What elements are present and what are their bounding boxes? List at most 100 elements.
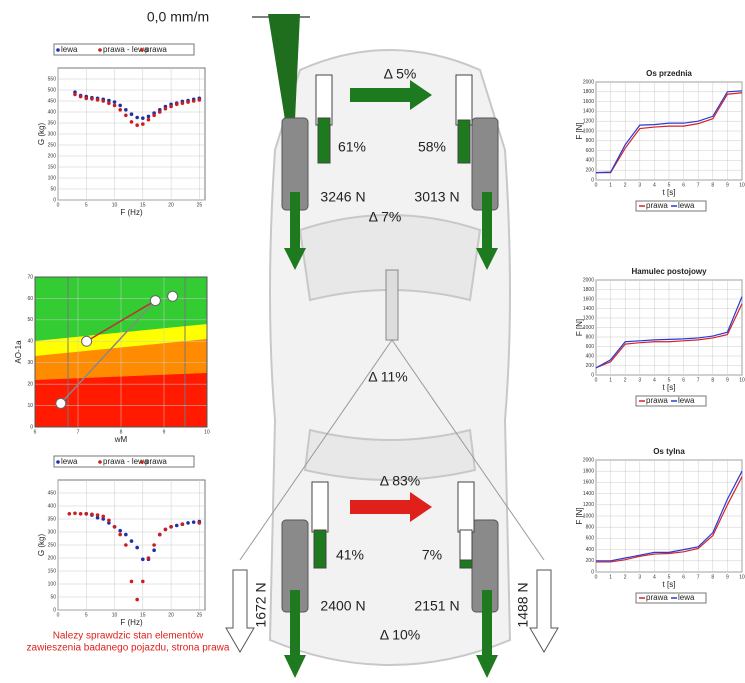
y-tick-label: 150 bbox=[48, 568, 57, 574]
delta-label: Δ 7% bbox=[369, 209, 402, 225]
x-tick-label: 5 bbox=[85, 202, 88, 208]
x-tick-label: 6 bbox=[682, 182, 685, 188]
legend-swatch bbox=[56, 48, 60, 52]
x-tick-label: 10 bbox=[204, 429, 210, 435]
data-point bbox=[147, 556, 151, 560]
legend-swatch bbox=[98, 48, 102, 52]
data-point bbox=[158, 110, 162, 114]
data-point bbox=[113, 100, 117, 104]
x-tick-label: 1 bbox=[609, 574, 612, 580]
legend-label: prawa bbox=[145, 457, 167, 466]
y-tick-label: 1600 bbox=[583, 296, 594, 302]
legend-label: lewa bbox=[61, 45, 78, 54]
delta-label: Δ 11% bbox=[368, 369, 407, 385]
y-tick-label: 1200 bbox=[583, 315, 594, 321]
warning: Nalezy sprawdzic stan elementów bbox=[53, 631, 204, 642]
x-tick-label: 8 bbox=[711, 574, 714, 580]
data-point bbox=[79, 512, 83, 516]
x-tick-label: 9 bbox=[726, 377, 729, 383]
y-tick-label: 200 bbox=[48, 555, 57, 561]
y-tick-label: 30 bbox=[27, 360, 33, 366]
y-tick-label: 50 bbox=[50, 594, 56, 600]
y-tick-label: 250 bbox=[48, 142, 57, 148]
x-tick-label: 3 bbox=[638, 182, 641, 188]
y-tick-label: 400 bbox=[586, 547, 595, 553]
legend-label: lewa bbox=[61, 457, 78, 466]
warning: zawieszenia badanego pojazdu, strona pra… bbox=[27, 643, 230, 654]
data-point bbox=[147, 118, 151, 122]
data-point bbox=[107, 519, 111, 523]
data-point bbox=[101, 515, 105, 519]
x-tick-label: 9 bbox=[726, 182, 729, 188]
y-tick-label: 1200 bbox=[583, 502, 594, 508]
force-label: 3246 N bbox=[320, 189, 365, 205]
y-tick-label: 300 bbox=[48, 529, 57, 535]
data-point bbox=[79, 95, 83, 99]
data-point bbox=[107, 101, 111, 105]
force-label: 2400 N bbox=[320, 598, 365, 614]
x-tick-label: 0 bbox=[57, 202, 60, 208]
y-tick-label: 200 bbox=[586, 168, 595, 174]
x-axis-label: wM bbox=[114, 435, 128, 444]
x-tick-label: 25 bbox=[197, 612, 203, 618]
data-point bbox=[135, 598, 139, 602]
x-tick-label: 10 bbox=[739, 182, 745, 188]
legend-label: prawa bbox=[646, 593, 668, 602]
data-point bbox=[150, 296, 160, 306]
data-point bbox=[152, 114, 156, 118]
x-tick-label: 2 bbox=[624, 377, 627, 383]
data-point bbox=[192, 99, 196, 103]
y-tick-label: 1600 bbox=[583, 99, 594, 105]
data-point bbox=[198, 98, 202, 102]
data-point bbox=[118, 108, 122, 112]
legend-label: lewa bbox=[678, 201, 695, 210]
x-tick-label: 7 bbox=[697, 574, 700, 580]
x-axis-label: t [s] bbox=[663, 383, 676, 392]
force-label: 1488 N bbox=[515, 582, 531, 627]
y-tick-label: 1600 bbox=[583, 480, 594, 486]
legend-label: lewa bbox=[678, 593, 695, 602]
chart-title: Hamulec postojowy bbox=[631, 267, 707, 276]
x-tick-label: 4 bbox=[653, 574, 656, 580]
data-point bbox=[84, 97, 88, 101]
y-tick-label: 1000 bbox=[583, 513, 594, 519]
y-tick-label: 1000 bbox=[583, 128, 594, 134]
data-point bbox=[192, 520, 196, 524]
legend-swatch bbox=[56, 460, 60, 464]
data-point bbox=[84, 512, 88, 516]
x-tick-label: 8 bbox=[711, 182, 714, 188]
data-point bbox=[118, 533, 122, 537]
data-point bbox=[164, 528, 168, 532]
data-point bbox=[181, 522, 185, 526]
y-tick-label: 1200 bbox=[583, 119, 594, 125]
x-axis-label: F (Hz) bbox=[120, 618, 143, 627]
x-tick-label: 4 bbox=[653, 377, 656, 383]
y-tick-label: 450 bbox=[48, 98, 57, 104]
data-point bbox=[73, 93, 77, 97]
data-point bbox=[68, 512, 72, 516]
y-tick-label: 1400 bbox=[583, 109, 594, 115]
y-axis-label: F [N] bbox=[575, 319, 584, 336]
x-tick-label: 7 bbox=[697, 377, 700, 383]
y-tick-label: 400 bbox=[48, 503, 57, 509]
x-tick-label: 10 bbox=[112, 612, 118, 618]
y-tick-label: 450 bbox=[48, 490, 57, 496]
y-tick-label: 800 bbox=[586, 138, 595, 144]
data-point bbox=[141, 122, 145, 126]
x-axis-label: F (Hz) bbox=[120, 208, 143, 217]
x-tick-label: 6 bbox=[682, 574, 685, 580]
x-tick-label: 0 bbox=[595, 182, 598, 188]
x-tick-label: 8 bbox=[711, 377, 714, 383]
y-axis-label: G (kg) bbox=[37, 534, 46, 557]
data-point bbox=[181, 101, 185, 105]
y-tick-label: 400 bbox=[586, 353, 595, 359]
x-tick-label: 6 bbox=[682, 377, 685, 383]
screen: 0,0 mm/m Δ 5% 61% 58% 3246 N 3013 N Δ 7%… bbox=[0, 0, 745, 683]
y-tick-label: 50 bbox=[50, 186, 56, 192]
y-tick-label: 400 bbox=[586, 158, 595, 164]
y-tick-label: 800 bbox=[586, 525, 595, 531]
data-point bbox=[169, 525, 173, 529]
data-point bbox=[141, 580, 145, 584]
data-point bbox=[130, 580, 134, 584]
y-tick-label: 1800 bbox=[583, 89, 594, 95]
